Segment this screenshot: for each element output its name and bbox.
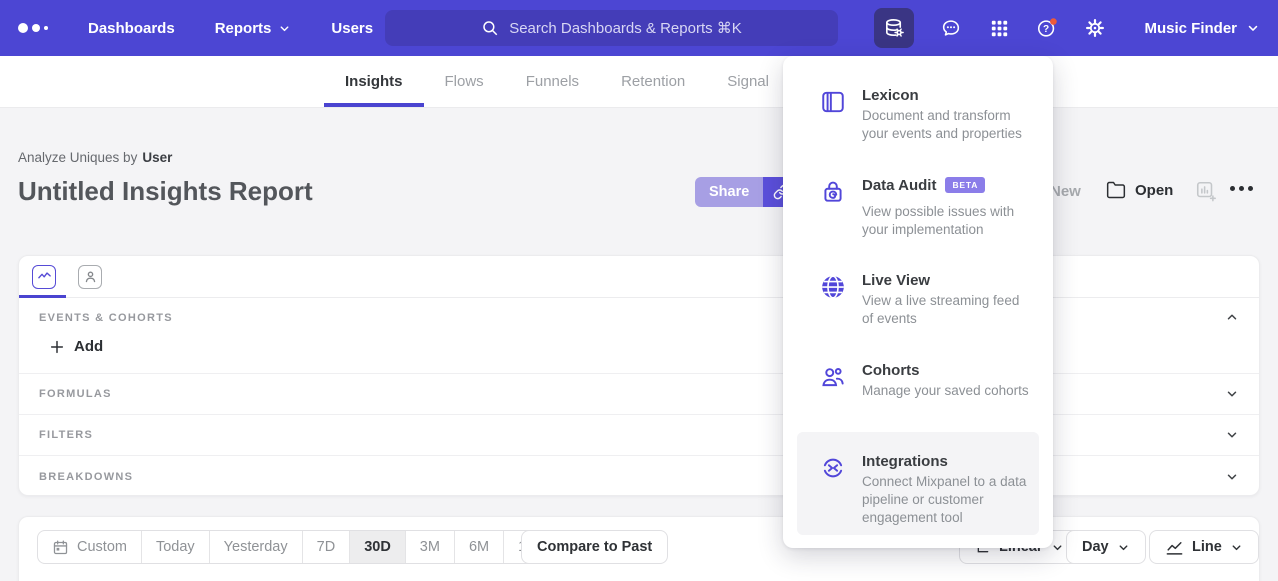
- section-label: FORMULAS: [39, 388, 112, 400]
- chevron-down-icon: [1246, 21, 1260, 35]
- lexicon-book-icon: [820, 89, 846, 115]
- cohorts-people-icon: [820, 364, 846, 390]
- chevron-down-icon: [278, 22, 291, 35]
- search-placeholder: Search Dashboards & Reports ⌘K: [509, 20, 742, 37]
- data-management-icon[interactable]: [874, 8, 915, 48]
- chevron-down-icon: [1051, 541, 1064, 554]
- date-segment-6m[interactable]: 6M: [453, 531, 503, 563]
- chevron-down-icon: [1117, 541, 1130, 554]
- share-button[interactable]: Share: [695, 177, 764, 207]
- beta-badge: BETA: [945, 176, 986, 193]
- section-events-cohorts: EVENTS & COHORTS Add: [19, 298, 1259, 374]
- pulse-chart-icon: [37, 269, 52, 284]
- live-view-globe-icon: [820, 274, 846, 300]
- date-segment-30d[interactable]: 30D: [349, 531, 405, 563]
- calendar-icon: [52, 539, 69, 556]
- chevron-down-icon: [1230, 541, 1243, 554]
- section-label: FILTERS: [39, 429, 94, 441]
- open-report-button[interactable]: Open: [1106, 180, 1173, 200]
- date-segment-today[interactable]: Today: [140, 531, 209, 563]
- mixpanel-logo-icon[interactable]: [18, 23, 48, 33]
- expand-chevron-down-icon: [1225, 387, 1239, 401]
- section-label: BREAKDOWNS: [39, 470, 134, 483]
- menu-item-data-audit[interactable]: Data Audit BETA View possible issues wit…: [797, 176, 1039, 239]
- chart-type-select[interactable]: Line: [1149, 530, 1259, 564]
- top-nav: Dashboards Reports Users Search Dashboar…: [0, 0, 1278, 56]
- date-segment-custom[interactable]: Custom: [38, 531, 141, 563]
- section-formulas[interactable]: FORMULAS: [19, 374, 1259, 415]
- report-tabbar: Insights Flows Funnels Retention Signal …: [0, 56, 1278, 108]
- folder-icon: [1106, 180, 1126, 200]
- nav-right-cluster: ? Music Finder: [874, 0, 1260, 56]
- query-panel-tabs: [19, 256, 1259, 298]
- query-builder-panel: EVENTS & COHORTS Add FORMULAS FILTERS BR…: [18, 255, 1260, 496]
- settings-gear-icon[interactable]: [1084, 17, 1106, 39]
- plus-icon: [49, 339, 65, 355]
- tab-funnels[interactable]: Funnels: [525, 73, 580, 90]
- add-event-button[interactable]: Add: [49, 338, 103, 355]
- section-label: EVENTS & COHORTS: [39, 312, 173, 324]
- report-title[interactable]: Untitled Insights Report: [18, 176, 313, 206]
- new-report-button[interactable]: New: [1050, 183, 1081, 200]
- search-input[interactable]: Search Dashboards & Reports ⌘K: [385, 10, 838, 46]
- tab-flows[interactable]: Flows: [444, 73, 484, 90]
- menu-item-integrations[interactable]: Integrations Connect Mixpanel to a data …: [797, 432, 1039, 535]
- nav-item-users[interactable]: Users: [331, 19, 374, 37]
- data-management-popup: Lexicon Document and transform your even…: [783, 56, 1053, 548]
- analyze-entity[interactable]: User: [142, 150, 173, 165]
- project-name: Music Finder: [1144, 19, 1237, 37]
- tab-signal[interactable]: Signal: [727, 73, 769, 90]
- date-segment-7d[interactable]: 7D: [301, 531, 350, 563]
- svg-text:?: ?: [1043, 24, 1049, 35]
- person-icon: [83, 269, 98, 284]
- project-selector[interactable]: Music Finder: [1144, 20, 1260, 37]
- section-filters[interactable]: FILTERS: [19, 415, 1259, 456]
- date-segment-yesterday[interactable]: Yesterday: [208, 531, 302, 563]
- events-view-tab[interactable]: [32, 264, 56, 289]
- more-options-button[interactable]: [1230, 186, 1253, 191]
- add-to-dashboard-icon[interactable]: [1195, 180, 1217, 202]
- help-icon[interactable]: ?: [1036, 17, 1058, 39]
- apps-grid-icon[interactable]: [988, 17, 1010, 39]
- menu-item-live-view[interactable]: Live View View a live streaming feed of …: [797, 272, 1039, 328]
- section-breakdowns[interactable]: BREAKDOWNS: [19, 456, 1259, 497]
- integrations-sync-icon: [820, 455, 846, 481]
- line-chart-icon: [1165, 538, 1184, 557]
- data-audit-lock-icon: [820, 179, 846, 205]
- date-segment-3m[interactable]: 3M: [404, 531, 454, 563]
- interval-select[interactable]: Day: [1066, 530, 1146, 564]
- menu-item-cohorts[interactable]: Cohorts Manage your saved cohorts: [797, 362, 1039, 400]
- menu-item-lexicon[interactable]: Lexicon Document and transform your even…: [797, 87, 1039, 143]
- search-icon: [481, 19, 499, 37]
- date-range-segmented-control: Custom Today Yesterday 7D 30D 3M 6M 12M: [37, 530, 562, 564]
- compare-to-past-button[interactable]: Compare to Past: [521, 530, 669, 564]
- tab-retention[interactable]: Retention: [621, 73, 686, 90]
- nav-item-dashboards[interactable]: Dashboards: [88, 19, 175, 37]
- nav-item-reports[interactable]: Reports: [215, 20, 292, 37]
- messages-icon[interactable]: [940, 17, 962, 39]
- users-view-tab[interactable]: [78, 264, 102, 289]
- tab-insights[interactable]: Insights: [324, 56, 424, 107]
- expand-chevron-down-icon: [1225, 470, 1239, 484]
- chart-controls-panel: Custom Today Yesterday 7D 30D 3M 6M 12M …: [18, 516, 1260, 581]
- analyze-by-line: Analyze Uniques by User: [18, 150, 173, 165]
- expand-chevron-down-icon: [1225, 428, 1239, 442]
- collapse-chevron-up-icon[interactable]: [1225, 310, 1239, 324]
